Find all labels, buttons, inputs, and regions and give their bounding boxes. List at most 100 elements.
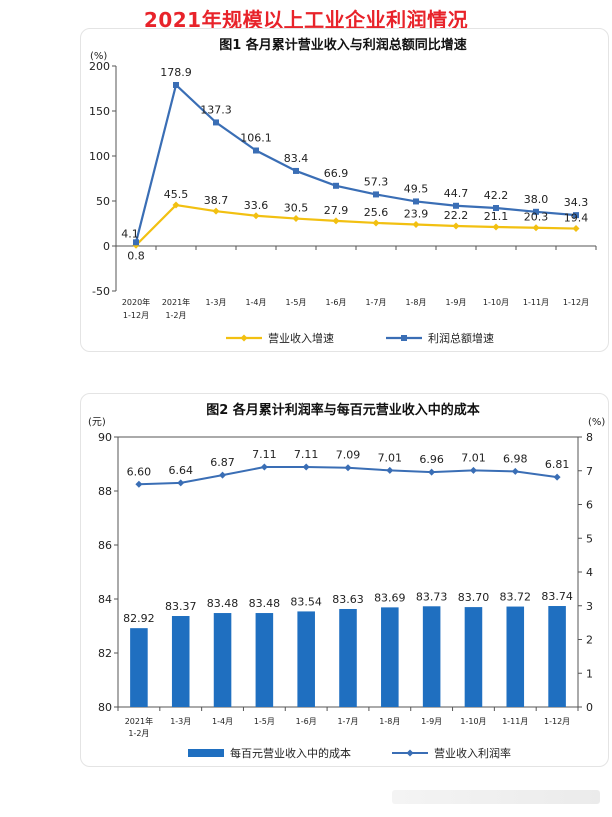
bar-data-label: 83.69 [374,591,406,604]
chart-growth-rates: 图1 各月累计营业收入与利润总额同比增速 (%) -50 0 50 100 150 200 20… [89,37,597,345]
y2-tick-label: 4 [586,566,593,579]
x-tick-label: 1-11月 [502,717,528,726]
x-tick-label: 1-10月 [460,717,486,726]
bar-data-label: 83.74 [541,590,573,603]
x-tick-label: 1-12月 [563,298,589,307]
y-tick-label: 88 [98,485,112,498]
series-2-data-label: 38.0 [524,193,549,206]
series-2-point [293,167,299,174]
y-tick-label: 82 [98,647,112,660]
x-tick-label: 1-2月 [128,729,149,738]
series-1-data-label: 19.4 [564,212,589,225]
series-1-point [412,220,420,228]
bar-data-label: 83.72 [500,591,531,604]
x-tick-label: 2020年 [122,297,150,307]
series-1-data-label: 30.5 [284,202,309,215]
series-2-data-label: 4.1 [121,227,139,240]
profit-margin-point [428,468,436,476]
y2-axis-label: (%) [588,417,605,428]
series-line-1 [135,203,577,247]
series-2-data-label: 34.3 [564,196,589,209]
series-1-data-label: 33.6 [244,199,269,212]
legend-label-1: 营业收入增速 [268,331,334,345]
profit-margin-data-label: 6.87 [210,456,235,469]
bar [171,616,190,707]
series-2-point [213,119,219,126]
bar [297,611,315,707]
x-tick-label: 1-10月 [483,298,509,307]
series-2-point [453,202,459,209]
series-2-data-label: 83.4 [284,152,309,165]
y2-tick-label: 6 [586,499,593,512]
series-1-data-label: 0.8 [127,249,145,262]
series-1-point [452,222,460,230]
x-tick-label: 1-5月 [285,298,306,307]
bar [422,606,441,707]
profit-margin-point [553,473,561,481]
legend-label-margin: 营业收入利润率 [434,746,511,760]
bar [339,608,357,707]
y2-tick-label: 8 [586,431,593,444]
y-axis-label: (%) [90,51,107,62]
profit-margin-data-label: 6.98 [503,452,527,465]
series-1-data-label: 38.7 [204,194,229,207]
y2-tick-label: 5 [586,532,593,545]
y-tick-label: 200 [89,60,110,73]
series-2-data-label: 49.5 [404,182,429,195]
bar [548,606,566,707]
series-2-point [253,147,259,154]
y2-tick-label: 1 [586,667,593,680]
y2-tick-label: 7 [586,465,593,478]
y-tick-label: 80 [98,701,112,714]
bar-data-label: 83.63 [332,593,364,606]
x-tick-label: 1-3月 [205,298,226,307]
x-tick-label: 1-8月 [379,717,400,726]
series-2-point [173,81,179,88]
y-tick-label: 86 [98,539,112,552]
profit-margin-data-label: 6.64 [168,464,193,477]
series-1-point [212,207,220,215]
bar [506,606,525,707]
footer-bar [392,790,600,804]
profit-margin-point [344,464,352,472]
profit-margin-data-label: 7.09 [336,449,361,462]
y2-tick-label: 3 [586,600,593,613]
chart-panel-profit-growth [80,28,609,352]
series-1-data-label: 20.3 [524,211,549,224]
legend-label-2: 利润总额增速 [428,331,494,345]
series-2-point [333,182,339,189]
x-tick-label: 2021年 [125,716,153,726]
x-tick-label: 1-12月 [123,311,149,320]
bar [130,628,148,707]
legend-label-bar: 每百元营业收入中的成本 [230,746,351,760]
x-tick-label: 1-11月 [523,298,549,307]
x-tick-label: 1-5月 [254,717,275,726]
profit-margin-point [386,466,394,474]
x-tick-label: 1-12月 [544,717,570,726]
series-1-point [252,212,260,220]
bar [213,613,232,707]
legend-marker-2 [401,335,407,341]
series-1-data-label: 21.1 [484,210,509,223]
profit-margin-data-label: 7.01 [378,451,403,464]
series-2-point [373,191,379,198]
y-tick-label: 50 [96,195,110,208]
profit-margin-point [260,463,268,471]
chart-margin-and-cost: 图2 各月累计利润率与每百元营业收入中的成本(元) (%)808284868890… [88,402,605,760]
profit-margin-point [469,466,477,474]
series-1-point [172,201,180,209]
series-2-data-label: 178.9 [160,66,192,79]
x-tick-label: 1-4月 [212,717,233,726]
y-tick-label: 150 [89,105,110,118]
series-1-data-label: 27.9 [324,204,349,217]
y-tick-label: 84 [98,593,112,606]
legend-marker-margin [406,749,414,757]
series-1-data-label: 45.5 [164,188,189,201]
legend-swatch-bar [188,749,224,757]
profit-margin-data-label: 7.01 [461,451,486,464]
series-2-data-label: 66.9 [324,167,349,180]
y-tick-label: 100 [89,150,110,163]
profit-margin-data-label: 7.11 [252,448,277,461]
series-1-point [492,223,500,231]
x-tick-label: 1-9月 [421,717,442,726]
